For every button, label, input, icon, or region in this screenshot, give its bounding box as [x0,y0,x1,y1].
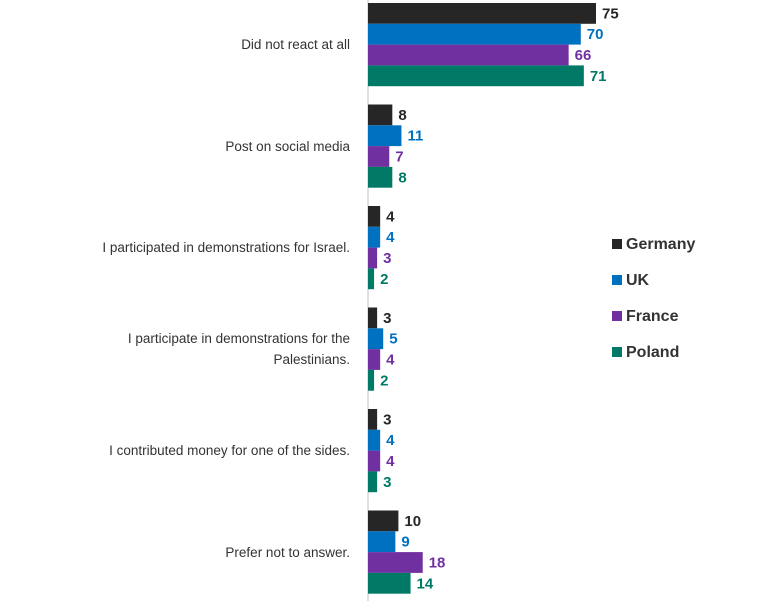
value-label: 5 [389,331,397,348]
bar [368,552,423,573]
bar [368,247,378,269]
bar [368,268,375,290]
category-label-box: I contributed money for one of the sides… [109,443,350,459]
category-label: Did not react at all [241,37,350,53]
bar [368,429,381,451]
value-label: 18 [429,554,446,571]
value-label: 75 [602,5,619,22]
legend-swatch [612,311,622,321]
bar [368,409,378,430]
value-label: 10 [404,513,421,530]
category-label: I participated in demonstrations for Isr… [102,240,350,256]
category-label: Post on social media [225,138,350,154]
value-label: 4 [386,351,395,368]
bar [368,328,384,350]
bar [368,349,381,370]
bar [368,65,584,87]
category-label-box: Prefer not to answer. [225,544,350,560]
bar [368,226,381,248]
value-label: 8 [398,169,406,186]
bar [368,572,411,594]
legend-label: Poland [626,344,679,361]
value-label: 66 [575,47,592,64]
category-label-box: Did not react at all [241,37,350,53]
value-label: 3 [383,250,391,267]
bar [368,510,399,532]
value-label: 14 [417,575,434,592]
category-label-box: I participate in demonstrations for the … [127,331,350,368]
bar [368,44,569,66]
bar [368,369,375,391]
bar [368,206,381,227]
value-label: 3 [383,310,391,327]
legend-label: Germany [626,236,695,253]
bar [368,307,378,329]
bar [368,146,390,167]
legend-swatch [612,239,622,249]
value-label: 8 [398,107,406,124]
legend-label: France [626,308,679,325]
value-label: 2 [380,372,388,389]
value-label: 9 [401,534,409,551]
bar [368,531,396,553]
bar [368,125,402,147]
bar [368,23,581,45]
bar [368,104,393,126]
legend-swatch [612,275,622,285]
value-label: 3 [383,474,391,491]
value-label: 2 [380,271,388,288]
bar [368,471,378,493]
value-label: 7 [395,148,403,165]
category-label: I participate in demonstrations for the … [127,331,350,368]
value-label: 70 [587,26,604,43]
legend-label: UK [626,272,650,289]
bar [368,3,596,24]
category-label: Prefer not to answer. [225,544,350,560]
value-label: 3 [383,411,391,428]
value-label: 4 [386,432,395,449]
value-label: 11 [407,128,423,145]
value-label: 4 [386,229,395,246]
category-label-box: Post on social media [225,138,350,154]
category-label: I contributed money for one of the sides… [109,443,350,459]
legend-swatch [612,347,622,357]
value-label: 4 [386,208,395,225]
bar [368,450,381,472]
category-label-box: I participated in demonstrations for Isr… [102,240,350,256]
value-label: 71 [590,68,607,85]
value-label: 4 [386,453,395,470]
bar [368,166,393,188]
